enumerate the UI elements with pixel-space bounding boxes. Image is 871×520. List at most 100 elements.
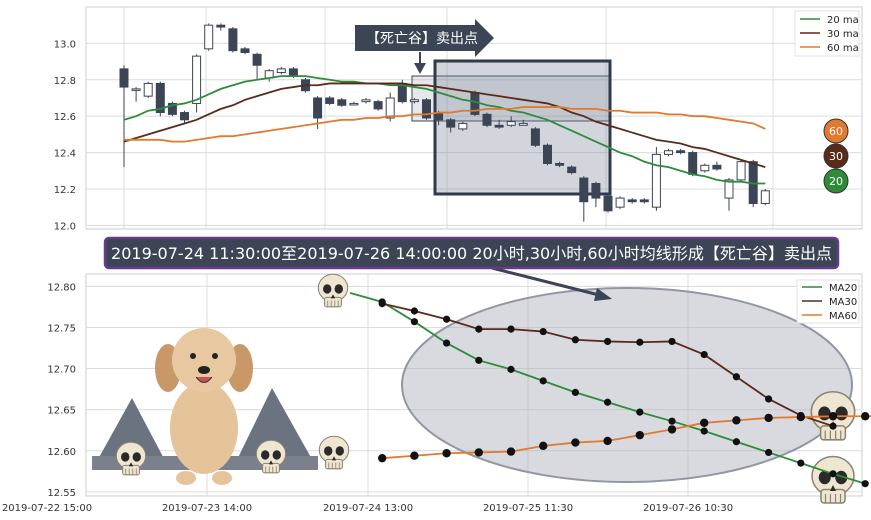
bottom-x-tick-label: 2019-07-22 15:00: [2, 503, 92, 514]
candle-body: [228, 28, 238, 52]
bottom-y-tick-label: 12.80: [47, 282, 76, 293]
bottom-series-point: [571, 388, 580, 396]
candle-body: [615, 197, 625, 208]
bottom-legend-ma60-label: MA60: [829, 311, 857, 322]
top-legend-ma30-label: 30 ma: [827, 29, 859, 40]
candle-body: [712, 164, 722, 170]
top-y-tick-label: 12.0: [54, 221, 76, 232]
candle-body: [506, 121, 516, 126]
candle-body: [664, 150, 673, 155]
bottom-series-point: [603, 436, 612, 446]
candle-body: [325, 97, 335, 104]
candle-body: [409, 99, 419, 103]
candle-body: [361, 99, 371, 103]
top-legend-ma20-label: 20 ma: [827, 15, 859, 26]
candle-body: [736, 161, 746, 181]
bottom-y-tick-label: 12.60: [47, 447, 76, 458]
skull-icon: [255, 439, 287, 474]
bottom-ma-lines: [349, 292, 871, 488]
dog-body: [170, 382, 238, 474]
bottom-x-tick-label: 2019-07-24 13:00: [323, 503, 413, 514]
bottom-series-point: [732, 373, 741, 381]
bottom-series-point: [571, 336, 580, 344]
top-y-tick-label: 12.2: [54, 185, 76, 196]
bottom-series-point: [700, 427, 708, 435]
bottom-x-tick-label: 2019-07-26 10:30: [643, 503, 733, 514]
candle-body: [216, 24, 226, 28]
callout-text: 【死亡谷】卖出点: [366, 31, 478, 47]
bottom-series-point: [539, 441, 548, 451]
skull-icon: [318, 435, 350, 470]
top-ma-lines: [123, 75, 766, 185]
bottom-series-point: [475, 325, 483, 333]
callout-arrow-shape: [355, 19, 494, 57]
candle-body: [555, 162, 565, 166]
bottom-series-point: [442, 449, 451, 458]
bottom-series-point: [604, 398, 612, 406]
bottom-series-point: [410, 307, 418, 315]
candlestick-series: [119, 23, 770, 222]
dog-paw-left: [176, 471, 196, 485]
mountain-right: [232, 388, 318, 470]
bottom-series-point: [668, 337, 676, 346]
bottom-series-point: [410, 318, 418, 326]
bottom-series-point: [667, 425, 677, 434]
bottom-series-point: [378, 300, 386, 308]
candle-body: [579, 177, 589, 203]
candle-body: [530, 128, 540, 146]
skull-icon: [317, 273, 349, 308]
candle-body: [700, 164, 710, 172]
candle-body: [119, 68, 129, 88]
bottom-series-point: [636, 338, 644, 346]
candle-body: [591, 183, 601, 199]
bottom-series-point: [765, 448, 773, 457]
candle-body: [373, 101, 383, 110]
bottom-legend: MA20 MA30 MA60: [796, 279, 860, 324]
bottom-series-point: [797, 459, 805, 467]
bottom-series-point: [571, 438, 580, 447]
badge-60-label: 60: [829, 125, 843, 138]
bottom-plot-area: [85, 273, 863, 497]
dog-mouth: [195, 376, 213, 383]
badge-20: [823, 168, 849, 194]
top-series-1: [123, 82, 766, 168]
dog-mountain-illustration: [92, 328, 318, 485]
badge-60: [823, 118, 849, 144]
bottom-series-point: [829, 470, 837, 478]
bottom-y-axis: 12.80 12.75 12.70 12.65 12.60 12.55: [47, 282, 76, 499]
candle-body: [276, 68, 286, 74]
candle-body: [167, 102, 177, 115]
top-y-tick-label: 13.0: [54, 39, 76, 50]
candle-body: [724, 179, 734, 199]
bottom-series-point: [700, 418, 709, 428]
highlight-ellipse: [401, 287, 853, 483]
candle-body: [639, 199, 649, 203]
candle-body: [603, 195, 613, 212]
bottom-series-point: [765, 395, 773, 403]
candle-body: [651, 153, 661, 208]
bottom-series-point: [732, 438, 741, 446]
candle-body: [313, 97, 323, 119]
bottom-y-tick-label: 12.75: [47, 323, 76, 334]
bottom-series-point: [636, 408, 644, 416]
dog-nose: [198, 366, 210, 374]
bottom-x-axis: 2019-07-22 15:00 2019-07-23 14:00 2019-07-…: [2, 503, 733, 514]
dog-eye-left: [190, 353, 196, 359]
bottom-legend-ma30-label: MA30: [829, 297, 857, 308]
candle-body: [676, 150, 686, 154]
title-banner-box: [103, 236, 840, 270]
candle-body: [131, 88, 141, 91]
bottom-series-point: [861, 412, 870, 421]
bottom-legend-ma20-label: MA20: [829, 283, 857, 294]
bottom-series-point: [635, 430, 644, 440]
candle-body: [482, 113, 492, 126]
candle-body: [155, 82, 165, 114]
end-badges: 60 30 20: [823, 118, 849, 194]
candle-body: [349, 102, 359, 106]
top-legend: 20 ma 30 ma 60 ma: [794, 10, 860, 57]
banner-pointer-line: [491, 266, 604, 298]
bottom-series-point: [507, 365, 515, 373]
bottom-series-point: [410, 451, 419, 460]
bottom-series-point: [475, 356, 483, 364]
